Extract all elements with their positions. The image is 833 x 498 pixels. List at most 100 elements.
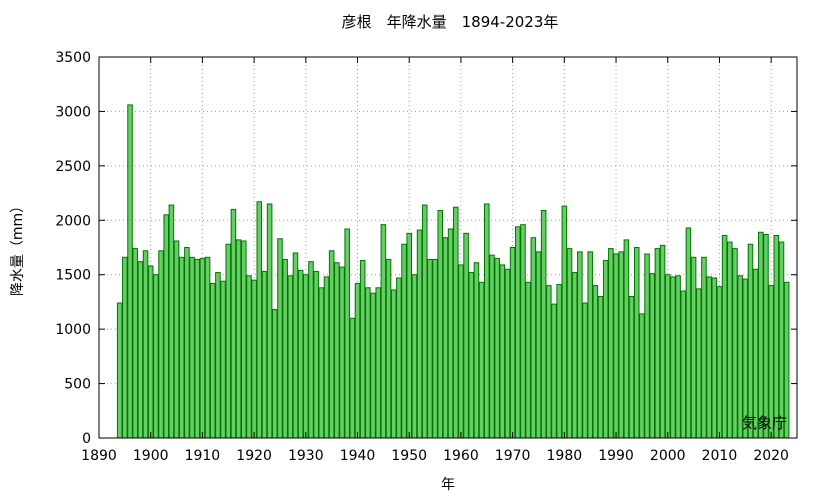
bar-2000	[664, 274, 671, 439]
bar-1951	[411, 274, 418, 439]
bar-1946	[385, 258, 392, 439]
bar-2005	[690, 256, 697, 439]
bar-2016	[747, 243, 754, 439]
bar-2012	[727, 241, 733, 439]
bar-1998	[654, 248, 661, 439]
bar-1963	[473, 262, 480, 439]
bar-2003	[680, 290, 687, 439]
bar-2021	[773, 235, 780, 439]
bar-1952	[416, 229, 423, 439]
bar-1922	[261, 270, 268, 439]
bar-1954	[427, 258, 433, 439]
bar-1919	[246, 275, 252, 439]
bar-1962	[468, 272, 475, 439]
bar-1947	[390, 289, 397, 439]
bar-1986	[592, 285, 599, 439]
x-tick-label-1940: 1940	[340, 448, 376, 464]
bar-1957	[442, 237, 449, 439]
bar-1992	[623, 239, 630, 439]
bar-1931	[308, 261, 314, 439]
bar-1981	[566, 248, 573, 439]
bar-1983	[577, 251, 583, 439]
bar-2001	[670, 276, 676, 439]
x-tick-label-1920: 1920	[236, 448, 272, 464]
bar-1971	[515, 226, 521, 439]
bar-1894	[116, 302, 123, 439]
x-tick-label-1970: 1970	[495, 448, 531, 464]
bar-2007	[701, 256, 707, 439]
bar-1927	[287, 275, 294, 439]
bar-1909	[194, 258, 201, 439]
bar-1990	[613, 253, 619, 439]
bar-1912	[209, 282, 216, 439]
bar-1911	[204, 256, 211, 439]
bar-1914	[220, 280, 226, 439]
bar-1966	[489, 254, 495, 439]
bar-2009	[711, 277, 718, 439]
x-tick-label-1990: 1990	[598, 448, 634, 464]
bar-1985	[587, 251, 593, 439]
x-tick-label-2020: 2020	[753, 448, 789, 464]
bar-1953	[421, 204, 428, 439]
bar-1949	[401, 243, 407, 439]
bar-1960	[458, 264, 464, 439]
x-tick-label-2000: 2000	[650, 448, 686, 464]
bar-1926	[282, 258, 288, 439]
plot-frame	[98, 56, 798, 439]
bar-1959	[452, 206, 459, 439]
bar-1980	[561, 205, 568, 439]
bar-1932	[313, 270, 319, 439]
y-tick-label-2000: 2000	[55, 213, 91, 229]
bar-1999	[659, 244, 666, 439]
bar-1918	[241, 240, 247, 439]
bar-1902	[158, 250, 164, 439]
bar-1921	[256, 201, 263, 439]
bar-1955	[432, 258, 438, 439]
x-tick-label-1930: 1930	[288, 448, 324, 464]
bar-1936	[334, 262, 340, 439]
bar-2006	[695, 288, 702, 439]
bar-1969	[504, 268, 511, 439]
bar-1935	[328, 250, 335, 439]
bar-1976	[540, 209, 547, 439]
bar-1930	[303, 274, 309, 439]
bar-1901	[153, 274, 159, 439]
bar-1929	[297, 269, 304, 439]
y-tick-label-3000: 3000	[55, 104, 91, 120]
bar-1923	[266, 203, 273, 439]
bar-1964	[478, 281, 485, 439]
bar-1898	[137, 261, 144, 439]
bar-1920	[251, 279, 257, 439]
bar-1988	[602, 260, 609, 439]
bar-1948	[396, 277, 402, 439]
x-tick-label-1960: 1960	[443, 448, 479, 464]
bar-1900	[147, 265, 154, 439]
bar-1968	[499, 264, 506, 439]
y-tick-label-500: 500	[64, 377, 91, 393]
data-source-credit: 気象庁	[742, 414, 787, 432]
bar-2022	[778, 241, 785, 439]
bar-1896	[127, 104, 133, 439]
x-tick-label-1950: 1950	[391, 448, 427, 464]
bar-1940	[354, 282, 361, 439]
bar-1905	[173, 240, 180, 439]
bar-2018	[758, 231, 764, 439]
bar-1913	[215, 272, 221, 439]
bar-1979	[556, 284, 562, 439]
bar-1934	[323, 276, 330, 439]
bar-1974	[530, 237, 537, 439]
bar-1908	[189, 256, 195, 439]
bar-1956	[437, 209, 444, 439]
bar-1928	[292, 252, 299, 439]
bar-1958	[447, 228, 454, 439]
bar-1984	[582, 302, 588, 439]
bar-1989	[608, 248, 614, 439]
y-tick-label-1500: 1500	[55, 268, 91, 284]
bar-1917	[235, 239, 242, 439]
bar-1937	[339, 266, 345, 439]
bar-1995	[639, 313, 645, 439]
bar-1945	[380, 224, 387, 439]
x-tick-label-1910: 1910	[185, 448, 221, 464]
bar-1942	[365, 287, 371, 439]
